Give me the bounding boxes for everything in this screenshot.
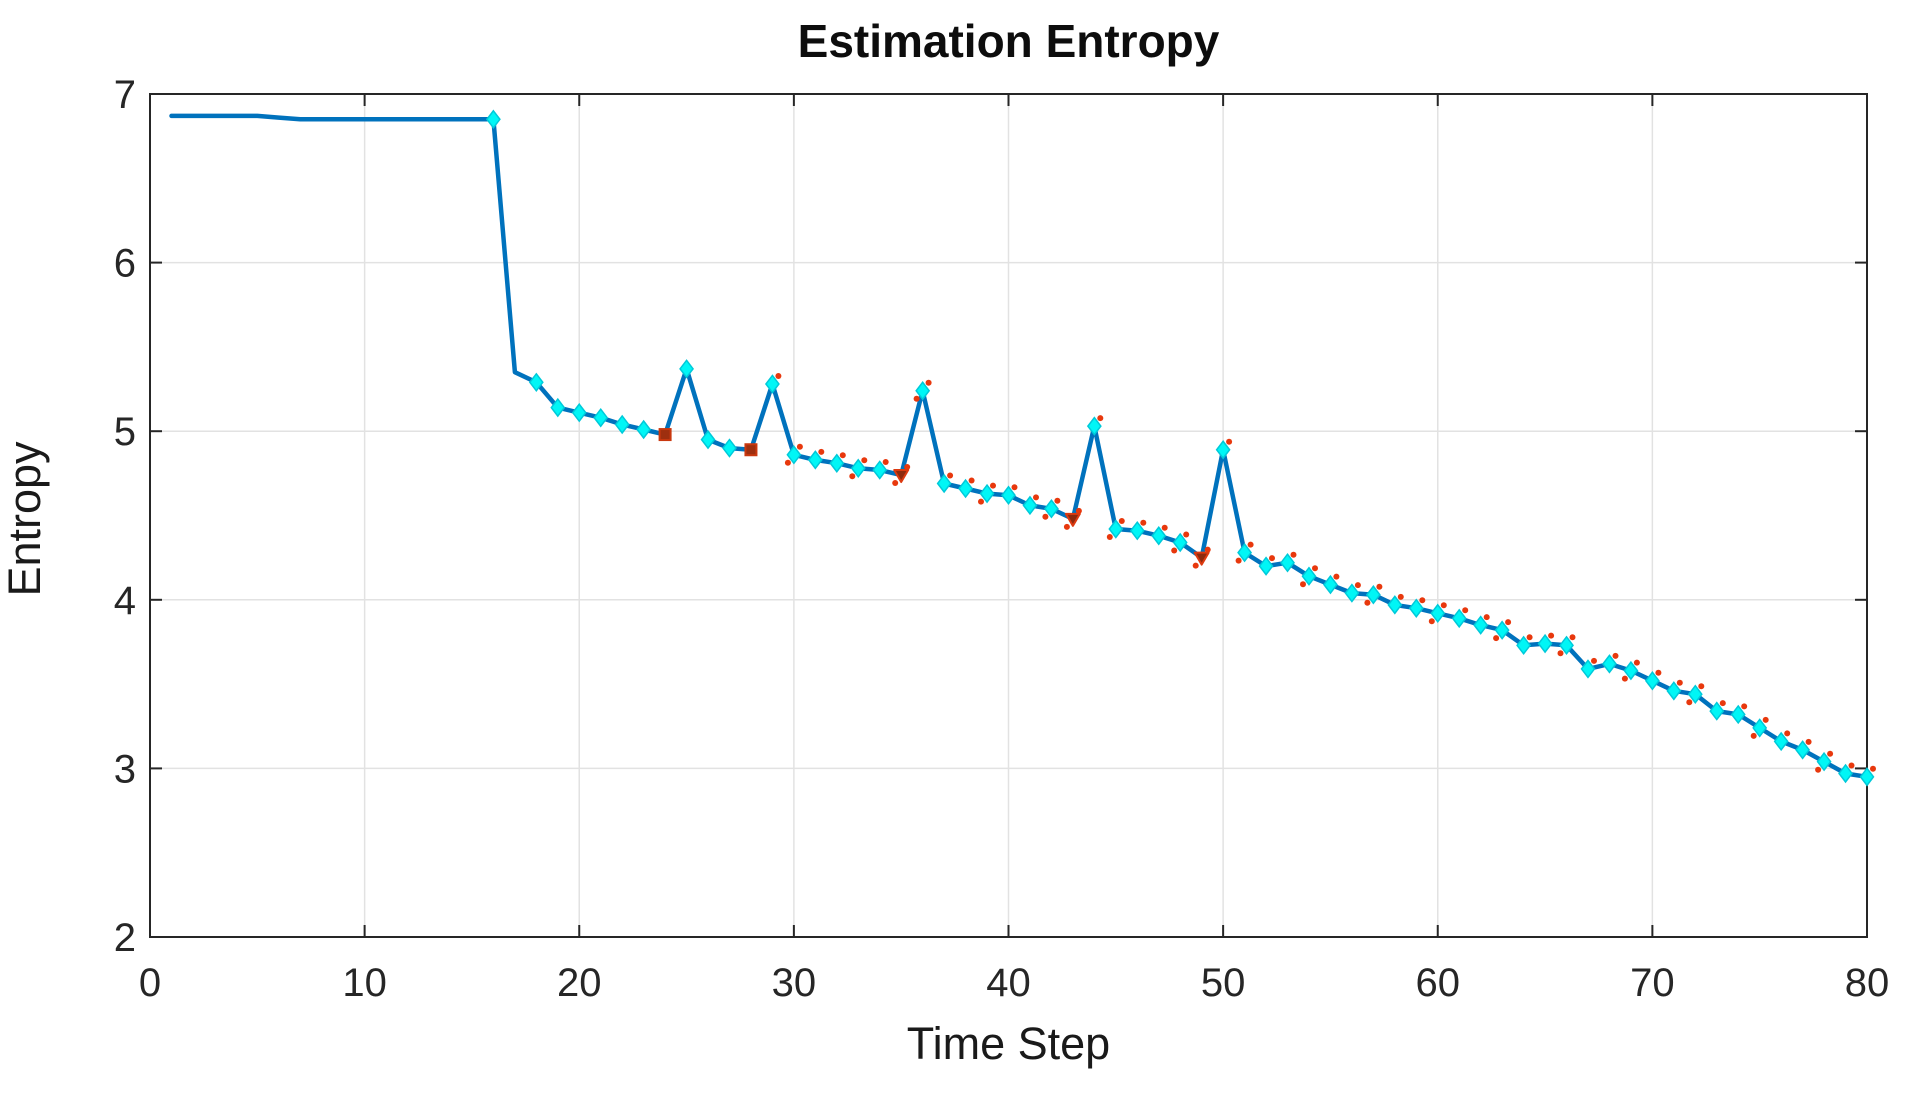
cyan-diamond-marker xyxy=(1301,566,1317,586)
cyan-diamond-marker xyxy=(1580,659,1596,679)
cyan-diamond-marker xyxy=(593,407,609,428)
cyan-diamond-marker xyxy=(979,483,995,504)
cyan-diamond-marker xyxy=(1129,520,1145,541)
cyan-diamond-marker xyxy=(1086,416,1102,436)
x-tick-label: 30 xyxy=(772,961,817,1005)
cyan-diamond-marker xyxy=(485,109,501,130)
red-dot-markers xyxy=(775,373,1876,773)
cyan-diamond-marker xyxy=(1215,440,1231,460)
cyan-diamond-marker xyxy=(1730,704,1746,725)
cyan-diamond-marker xyxy=(1752,718,1768,738)
x-tick-label: 70 xyxy=(1630,961,1675,1005)
cyan-diamond-marker xyxy=(614,414,630,435)
y-tick-label: 3 xyxy=(114,747,136,791)
x-tick-labels: 0 10 20 30 40 50 60 70 80 xyxy=(139,961,1889,1005)
cyan-diamond-marker xyxy=(1473,615,1489,635)
cyan-diamond-marker xyxy=(571,402,587,423)
cyan-diamond-marker xyxy=(1280,552,1295,573)
cyan-diamond-marker xyxy=(1644,670,1660,691)
cyan-diamond-marker xyxy=(1516,635,1532,656)
cyan-diamond-marker xyxy=(1001,485,1016,506)
axes-box xyxy=(149,93,1868,938)
cyan-diamond-marker xyxy=(528,372,544,393)
y-tick-label: 2 xyxy=(114,916,136,960)
cyan-diamond-marker xyxy=(1859,767,1875,787)
cyan-diamond-marker xyxy=(1365,585,1381,605)
dark-red-square-marker xyxy=(658,428,672,442)
x-tick-label: 80 xyxy=(1845,961,1890,1005)
cyan-diamond-marker xyxy=(1322,574,1338,595)
cyan-diamond-marker xyxy=(700,429,716,450)
y-tick-label: 5 xyxy=(114,410,136,454)
cyan-diamond-marker xyxy=(850,458,866,479)
dark-red-square-marker xyxy=(744,443,758,457)
cyan-diamond-marker xyxy=(786,445,802,465)
x-tick-label: 10 xyxy=(342,961,387,1005)
dark-red-triangle-marker xyxy=(893,469,910,484)
cyan-diamond-marker xyxy=(1108,519,1124,539)
cyan-diamond-marker xyxy=(1430,603,1446,624)
cyan-diamond-marker xyxy=(1172,532,1188,553)
cyan-diamond-marker xyxy=(1494,620,1510,640)
cyan-diamond-marker xyxy=(1559,635,1574,656)
chart-title: Estimation Entropy xyxy=(797,15,1220,67)
cyan-diamond-marker xyxy=(1602,654,1617,674)
cyan-diamond-marker xyxy=(1151,525,1167,546)
cyan-diamond-marker xyxy=(764,374,780,394)
cyan-diamond-marker xyxy=(807,450,823,470)
cyan-diamond-marker xyxy=(958,478,974,499)
cyan-diamond-marker xyxy=(636,419,652,440)
cyan-diamond-marker xyxy=(1258,556,1274,576)
y-tick-label: 6 xyxy=(114,242,136,286)
x-tick-label: 50 xyxy=(1201,961,1246,1005)
x-tick-label: 20 xyxy=(557,961,602,1005)
cyan-diamond-marker xyxy=(1623,660,1639,681)
entropy-line xyxy=(169,113,1870,780)
cyan-diamond-marker xyxy=(1043,499,1059,519)
cyan-diamond-marker xyxy=(829,453,845,473)
cyan-diamond-marker xyxy=(1387,595,1403,615)
cyan-diamond-marker xyxy=(1838,763,1853,784)
dark-red-triangle-marker xyxy=(1064,512,1081,527)
cyan-diamond-marker xyxy=(550,397,566,418)
cyan-diamond-marker xyxy=(679,359,695,379)
y-tick-label: 7 xyxy=(114,73,136,117)
x-axis-label: Time Step xyxy=(906,1018,1111,1069)
cyan-diamond-marker xyxy=(1709,701,1725,721)
cyan-diamond-marker xyxy=(1795,740,1811,760)
cyan-diamond-marker xyxy=(1344,583,1360,603)
cyan-diamond-marker xyxy=(1687,684,1703,704)
cyan-diamond-marker xyxy=(722,438,737,458)
y-tick-labels: 2 3 4 5 6 7 xyxy=(114,73,136,960)
cyan-diamond-marker xyxy=(1773,731,1789,752)
cyan-diamond-marker xyxy=(1022,495,1038,516)
cyan-diamond-marker xyxy=(1666,681,1682,701)
cyan-diamond-marker xyxy=(915,381,931,401)
y-axis-label: Entropy xyxy=(0,441,50,597)
cyan-diamond-marker xyxy=(1451,608,1467,629)
x-tick-label: 0 xyxy=(139,961,161,1005)
cyan-diamond-marker xyxy=(1816,751,1832,772)
grid xyxy=(150,94,1867,937)
point-markers xyxy=(485,109,1875,787)
cyan-diamond-marker xyxy=(1408,598,1424,618)
x-tick-label: 60 xyxy=(1416,961,1461,1005)
cyan-diamond-marker xyxy=(1537,633,1553,654)
y-tick-label: 4 xyxy=(114,579,136,623)
cyan-diamond-marker xyxy=(936,473,952,494)
dark-red-triangle-marker xyxy=(1193,551,1210,566)
cyan-diamond-marker xyxy=(1237,542,1253,563)
x-tick-label: 40 xyxy=(986,961,1031,1005)
cyan-diamond-marker xyxy=(872,460,888,480)
